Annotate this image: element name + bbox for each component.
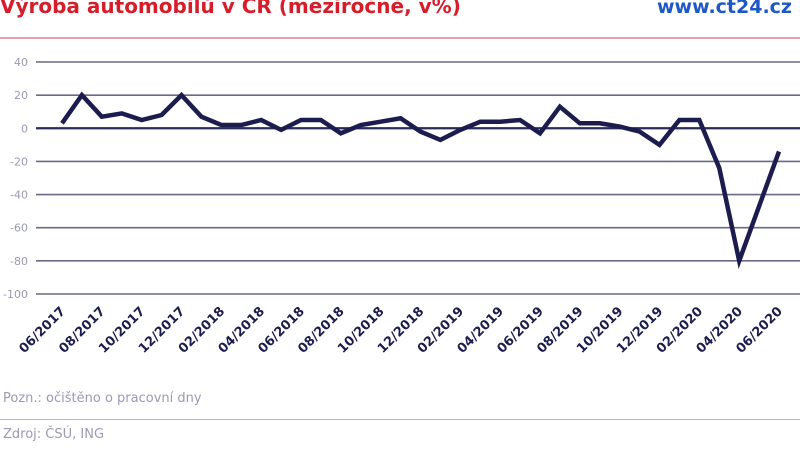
- y-tick-label: -20: [10, 155, 28, 168]
- chart-note: Pozn.: očištěno o pracovní dny: [3, 391, 202, 406]
- y-tick-label: 20: [14, 89, 28, 102]
- footer-divider: [0, 419, 800, 420]
- y-tick-label: 40: [14, 56, 28, 69]
- line-chart: 40 20 0 -20 -40 -60 -80 -100 06/201708/201710/2…: [3, 56, 800, 357]
- chart-source: Zdroj: ČSÚ, ING: [3, 427, 105, 442]
- y-tick-label: -80: [10, 255, 28, 268]
- y-gridlines: [36, 61, 800, 295]
- y-tick-label: -60: [10, 222, 28, 235]
- x-axis-labels: 06/201708/201710/201712/201702/201804/20…: [16, 304, 785, 356]
- y-tick-label: -100: [3, 288, 28, 301]
- header-divider: [0, 37, 800, 39]
- series-line: [60, 91, 782, 270]
- y-tick-label: -40: [10, 189, 28, 202]
- brand-link[interactable]: www.ct24.cz: [657, 0, 792, 18]
- y-axis-labels: 40 20 0 -20 -40 -60 -80 -100: [3, 56, 28, 301]
- chart-title: Výroba automobilů v ČR (meziročně, v%): [0, 0, 461, 18]
- y-tick-label: 0: [21, 122, 28, 135]
